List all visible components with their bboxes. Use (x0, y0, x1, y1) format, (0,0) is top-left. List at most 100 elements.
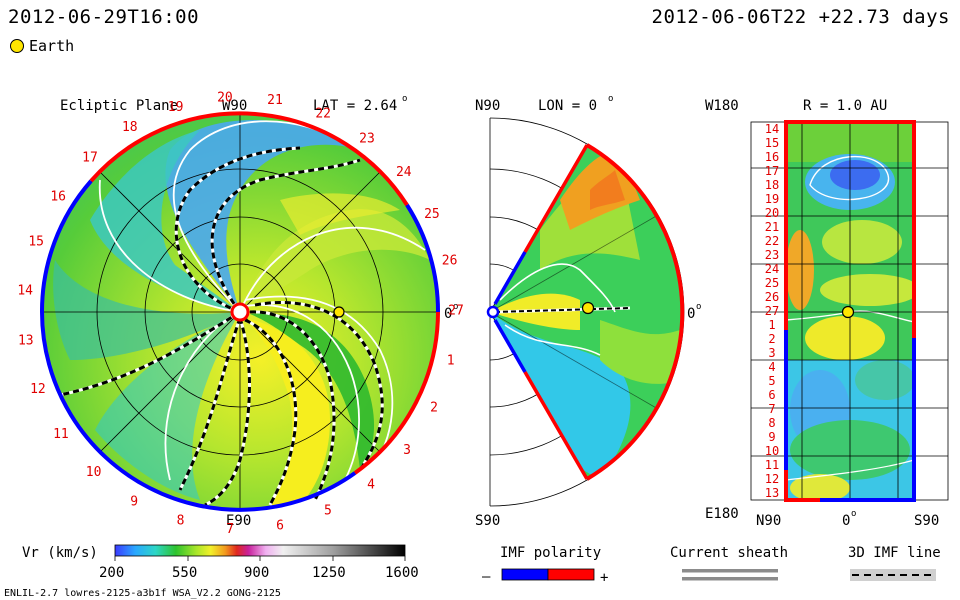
sun-icon-meridional (486, 305, 500, 319)
rotation-label: 20 (217, 91, 233, 106)
sun-icon (230, 302, 250, 322)
radial-bottom-label: E180 (705, 506, 739, 522)
radial-r-label: R = 1.0 AU (803, 98, 887, 114)
earth-marker-meridional (581, 301, 595, 315)
rotation-label: 25 (424, 207, 440, 222)
model-datetime: 2012-06-29T16:00 (8, 6, 200, 28)
rotation-label: 8 (177, 514, 185, 529)
rotation-label: 26 (442, 254, 458, 269)
radial-top-label: W180 (705, 98, 739, 114)
rotation-label: 14 (17, 283, 33, 298)
radial-row-label: 2 (768, 332, 775, 346)
rotation-label: 16 (50, 189, 66, 204)
colorbar-tick-900: 900 (244, 565, 269, 581)
meridional-lon-label: LON = 0 (538, 98, 597, 114)
meridional-zero-label: 0 (687, 306, 695, 322)
colorbar-tick-200: 200 (99, 565, 124, 581)
rotation-label: 9 (130, 494, 138, 509)
model-version-footer: ENLIL-2.7 lowres-2125-a3b1f WSA_V2.2 GON… (4, 588, 281, 599)
radial-row-label: 7 (768, 402, 775, 416)
radial-row-label: 12 (765, 472, 779, 486)
radial-row-label: 9 (768, 430, 775, 444)
rotation-label: 13 (18, 334, 34, 349)
radial-row-label: 14 (765, 122, 779, 136)
radial-row-label: 11 (765, 458, 779, 472)
meridional-plane-panel: N90 S90 LON = 0 o 0 o (475, 94, 701, 529)
rotation-label: 2 (430, 401, 438, 416)
ecliptic-top-label: W90 (222, 98, 247, 114)
radial-row-label: 1 (768, 318, 775, 332)
radial-row-label: 10 (765, 444, 779, 458)
rotation-label: 24 (396, 165, 412, 180)
rotation-label: 4 (367, 478, 375, 493)
ecliptic-plane-panel: Ecliptic Plane W90 E90 LAT = 2.64 o 0 o … (17, 91, 463, 537)
imf-negative-swatch (501, 568, 549, 581)
radial-row-label: 20 (765, 206, 779, 220)
radial-row-label: 16 (765, 150, 779, 164)
radial-row-label: 17 (765, 164, 779, 178)
rotation-label: 12 (30, 382, 46, 397)
meridional-bottom-label: S90 (475, 513, 500, 529)
earth-marker-radial (841, 305, 855, 319)
ecliptic-zero-degree: o (453, 302, 458, 312)
colorbar-label: Vr (km/s) (22, 545, 98, 561)
radial-row-label: 6 (768, 388, 775, 402)
ecliptic-zero-label: 0 (444, 306, 452, 322)
ecliptic-title: Ecliptic Plane (60, 98, 178, 114)
rotation-label: 5 (324, 503, 332, 518)
rotation-label: 19 (168, 100, 184, 115)
rotation-label: 27 (448, 304, 464, 319)
rotation-label: 18 (122, 120, 138, 135)
imf-line-label: 3D IMF line (848, 545, 941, 561)
radial-row-label: 24 (765, 262, 779, 276)
ecliptic-bottom-label: E90 (226, 513, 251, 529)
radial-row-label: 5 (768, 374, 775, 388)
radial-row-label: 4 (768, 360, 775, 374)
radial-row-label: 26 (765, 290, 779, 304)
radial-row-label: 21 (765, 220, 779, 234)
current-sheath-swatch-2 (682, 577, 778, 581)
rotation-label: 17 (82, 151, 98, 166)
earth-legend-icon (10, 39, 24, 53)
run-info: 2012-06-06T22 +22.73 days (651, 6, 950, 28)
rotation-label: 22 (315, 107, 331, 122)
rotation-label: 7 (226, 522, 234, 537)
radial-row-label: 3 (768, 346, 775, 360)
earth-marker-ecliptic (333, 306, 345, 318)
radial-row-label: 22 (765, 234, 779, 248)
velocity-colorbar (114, 544, 406, 557)
earth-legend-label: Earth (29, 37, 75, 55)
imf-positive-swatch (547, 568, 595, 581)
colorbar-tick-1600: 1600 (385, 565, 419, 581)
radial-row-label: 18 (765, 178, 779, 192)
rotation-label: 1 (447, 353, 455, 368)
radial-x-label-degree: o (851, 509, 856, 519)
radial-x-label-n90: N90 (756, 513, 781, 529)
radial-x-label-s90: S90 (914, 513, 939, 529)
rotation-label: 15 (28, 235, 44, 250)
current-sheath-swatch-1 (682, 569, 778, 573)
radial-row-label: 19 (765, 192, 779, 206)
rotation-label: 3 (403, 443, 411, 458)
meridional-lon-degree: o (608, 94, 613, 104)
ecliptic-lat-label: LAT = 2.64 (313, 98, 397, 114)
radial-row-label: 23 (765, 248, 779, 262)
radial-rotation-labels: 1415161718192021222324252627123456789101… (765, 122, 779, 500)
colorbar-tick-550: 550 (172, 565, 197, 581)
radial-row-label: 25 (765, 276, 779, 290)
radial-x-label-zero: 0 (842, 513, 850, 529)
radial-row-label: 13 (765, 486, 779, 500)
carrington-rotation-labels: 20 21222324252627123456789101112131415161… (17, 91, 463, 537)
radial-row-label: 15 (765, 136, 779, 150)
radial-row-label: 8 (768, 416, 775, 430)
rotation-label: 23 (359, 131, 375, 146)
rotation-label: 6 (276, 518, 284, 533)
radial-map-panel: W180 E180 R = 1.0 AU N90 0 o S90 1415161… (705, 98, 949, 529)
rotation-label: 21 (267, 93, 283, 108)
imf-plus-label: + (600, 570, 608, 586)
imf-polarity-label: IMF polarity (500, 545, 601, 561)
rotation-label: 10 (86, 465, 102, 480)
ecliptic-lat-degree: o (402, 94, 407, 104)
radial-row-label: 27 (765, 304, 779, 318)
